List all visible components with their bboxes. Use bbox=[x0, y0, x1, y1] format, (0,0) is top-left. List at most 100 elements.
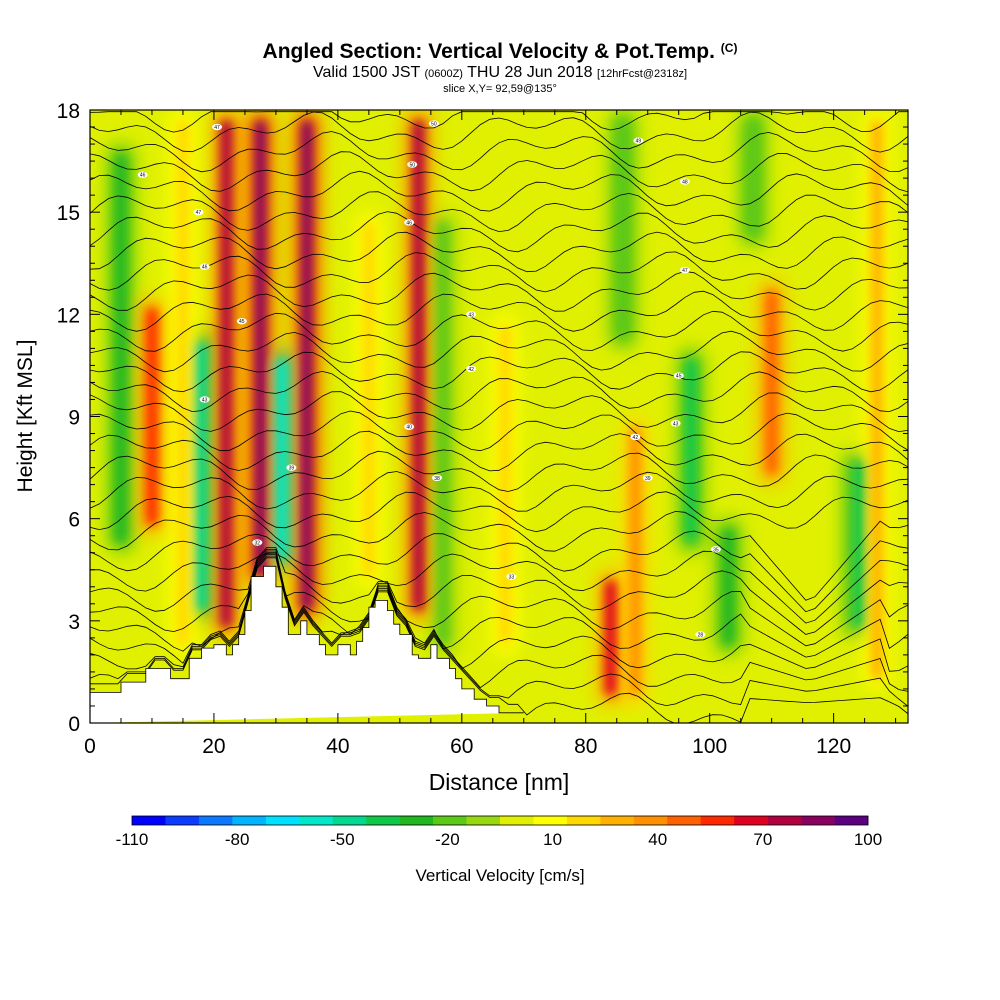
theta-label: 35 bbox=[713, 547, 719, 553]
potential-temperature-contours bbox=[90, 111, 908, 723]
theta-contour bbox=[90, 191, 908, 233]
updraft-core bbox=[499, 324, 512, 645]
colorbar-swatch bbox=[834, 816, 869, 825]
colorbar-swatch bbox=[566, 816, 601, 825]
theta-label-bg bbox=[212, 123, 223, 131]
theta-label-bg bbox=[193, 208, 204, 216]
theta-contour bbox=[90, 170, 908, 212]
theta-contour bbox=[90, 548, 908, 647]
theta-label: 47 bbox=[196, 210, 202, 216]
theta-contour bbox=[90, 251, 908, 293]
updraft-core bbox=[871, 120, 884, 679]
theta-contour bbox=[90, 557, 908, 723]
y-axis-label: Height [Kft MSL] bbox=[14, 340, 37, 493]
downdraft-core bbox=[276, 358, 289, 560]
theta-label: 28 bbox=[698, 632, 704, 638]
theta-contour bbox=[90, 310, 908, 352]
theta-contour bbox=[90, 547, 908, 635]
theta-label: 48 bbox=[682, 180, 688, 186]
theta-label: 50 bbox=[409, 162, 415, 168]
colorbar-swatch bbox=[801, 816, 835, 825]
theta-label: 33 bbox=[509, 575, 515, 581]
theta-label: 47 bbox=[682, 268, 688, 274]
theta-label: 43 bbox=[468, 312, 474, 318]
theta-contour bbox=[90, 550, 908, 658]
updraft-core bbox=[145, 307, 158, 526]
theta-contour bbox=[90, 111, 908, 153]
theta-contour bbox=[90, 450, 908, 492]
y-axis: 0 3 6 9 12 15 18 bbox=[57, 100, 908, 736]
theta-label-bg bbox=[679, 266, 690, 274]
colorbar-swatch bbox=[734, 816, 768, 825]
theta-label-bg bbox=[199, 396, 210, 403]
downdraft-core bbox=[747, 120, 760, 237]
y-tick-label: 12 bbox=[57, 304, 80, 327]
theta-label: 39 bbox=[289, 466, 295, 472]
colorbar-swatch bbox=[633, 816, 668, 825]
colorbar-swatch bbox=[399, 816, 434, 825]
x-tick-label: 20 bbox=[202, 735, 225, 758]
x-axis-label: Distance [nm] bbox=[429, 769, 570, 795]
theta-label: 46 bbox=[140, 173, 146, 179]
theta-contour bbox=[90, 552, 908, 672]
y-tick-label: 15 bbox=[57, 202, 80, 225]
theta-contour bbox=[90, 510, 908, 601]
theta-label-bg bbox=[466, 365, 477, 373]
colorbar-swatch bbox=[332, 816, 367, 825]
theta-label-bg bbox=[695, 631, 706, 638]
theta-label: 43 bbox=[202, 397, 208, 403]
theta-contour bbox=[90, 290, 908, 332]
theta-contour bbox=[90, 554, 908, 692]
updraft-core bbox=[300, 120, 313, 611]
valid-zulu: (0600Z) bbox=[424, 68, 463, 80]
colorbar-swatch bbox=[600, 816, 635, 825]
theta-contour bbox=[90, 391, 908, 433]
colorbar-tick-label: 10 bbox=[543, 830, 562, 849]
x-axis: 0 20 40 60 80 100 120 bbox=[84, 110, 897, 758]
colorbar: -110 -80 -50 -20 10 40 70 100 bbox=[116, 815, 882, 849]
y-tick-label: 6 bbox=[68, 509, 80, 532]
colorbar-swatch bbox=[165, 816, 200, 825]
theta-label: 45 bbox=[676, 374, 682, 380]
theta-label-bg bbox=[506, 573, 517, 580]
x-tick-label: 80 bbox=[574, 735, 597, 758]
theta-contour bbox=[90, 151, 908, 193]
colorbar-frame bbox=[131, 815, 869, 826]
theta-contour bbox=[90, 370, 908, 413]
theta-label-bg bbox=[286, 464, 297, 471]
theta-contour bbox=[90, 410, 908, 452]
plot-area: 46 47 47 46 45 43 39 32 50 50 46 43 42 40 38 33 49 48 47 45… bbox=[90, 110, 908, 723]
updraft-core bbox=[176, 120, 189, 645]
theta-label-bg bbox=[407, 161, 418, 168]
theta-contour bbox=[90, 351, 908, 393]
theta-label-bg bbox=[252, 539, 263, 546]
colorbar-swatch bbox=[232, 816, 267, 825]
x-tick-label: 100 bbox=[692, 735, 727, 758]
theta-contour bbox=[90, 550, 908, 624]
theta-label-bg bbox=[236, 317, 247, 325]
theta-contour bbox=[90, 430, 908, 472]
theta-label-bg bbox=[630, 433, 641, 441]
colorbar-swatch bbox=[366, 816, 400, 825]
theta-label-bg bbox=[679, 178, 690, 185]
theta-label: 49 bbox=[636, 139, 642, 145]
colorbar-swatch bbox=[433, 816, 467, 825]
slice-info: slice X,Y= 92,59@135° bbox=[443, 83, 557, 95]
theta-label: 32 bbox=[255, 541, 261, 547]
theta-contour bbox=[90, 555, 908, 707]
colorbar-swatch bbox=[299, 816, 334, 825]
updraft-core bbox=[765, 290, 778, 475]
downdraft-core bbox=[852, 460, 865, 628]
contour-labels: 46 47 47 46 45 43 39 32 50 50 46 43 42 40 38 33 49 48 47 45… bbox=[137, 120, 721, 638]
colorbar-tick-label: -110 bbox=[116, 830, 149, 849]
theta-label-bg bbox=[673, 372, 684, 379]
colorbar-swatch bbox=[533, 816, 568, 825]
y-tick-label: 18 bbox=[57, 100, 80, 123]
theta-label: 38 bbox=[434, 476, 440, 482]
theta-label-bg bbox=[404, 423, 415, 430]
updraft-core bbox=[604, 579, 617, 696]
colorbar-tick-label: -20 bbox=[435, 830, 460, 849]
theta-label-bg bbox=[137, 171, 148, 178]
theta-label-bg bbox=[670, 420, 681, 427]
